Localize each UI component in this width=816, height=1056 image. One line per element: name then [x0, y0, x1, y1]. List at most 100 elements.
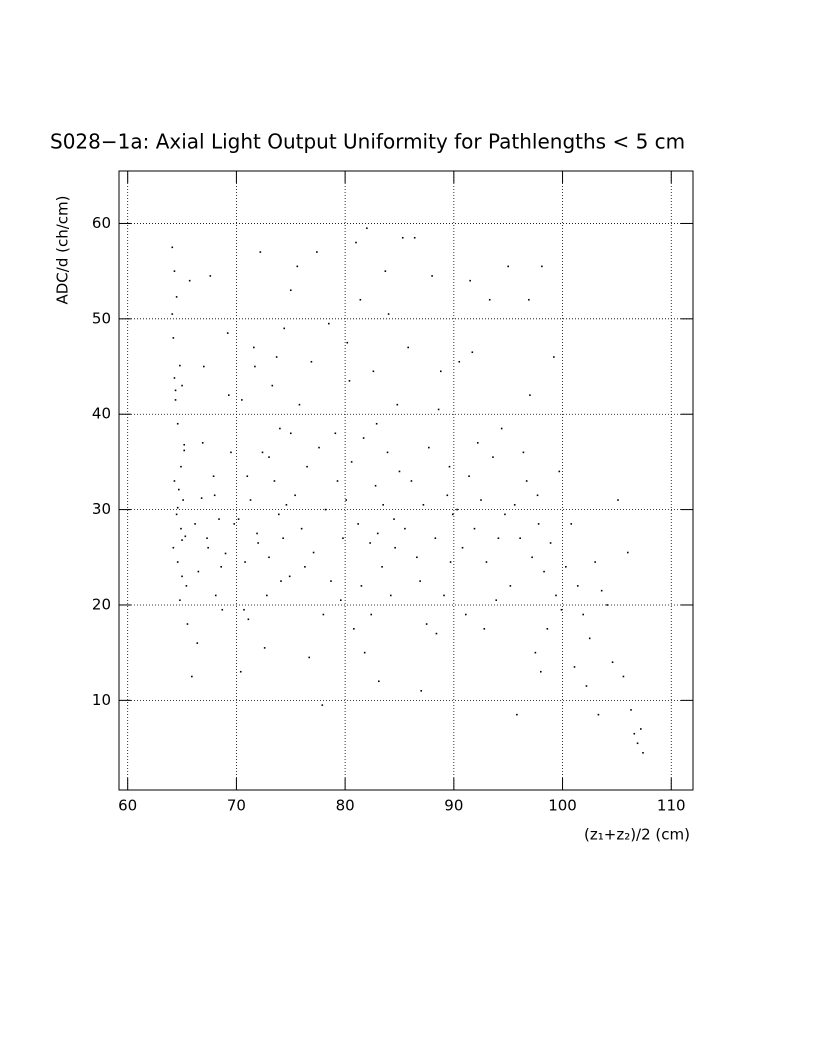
point [183, 443, 186, 446]
point [191, 675, 193, 678]
point [179, 599, 181, 601]
point [434, 537, 437, 540]
point [558, 470, 561, 473]
point [617, 499, 619, 501]
point [268, 456, 270, 458]
point [476, 442, 479, 444]
point [372, 370, 375, 373]
point [359, 298, 362, 301]
point [507, 265, 509, 268]
point [439, 370, 442, 373]
point [606, 604, 608, 606]
point [504, 513, 506, 516]
point [633, 732, 636, 735]
point [230, 451, 232, 454]
point [626, 551, 629, 554]
point [537, 523, 540, 525]
point [480, 499, 482, 501]
point [179, 364, 181, 367]
point [330, 580, 332, 582]
point [543, 570, 545, 573]
point [541, 265, 543, 268]
point [640, 728, 642, 730]
point [289, 432, 292, 435]
points [171, 227, 644, 754]
point [253, 346, 255, 349]
x-tick-label: 90 [444, 797, 463, 815]
point [404, 527, 406, 530]
point [172, 337, 175, 339]
point [582, 613, 585, 616]
point [420, 690, 423, 692]
point [209, 275, 212, 277]
point [263, 647, 266, 649]
point [540, 670, 542, 673]
point [394, 546, 396, 549]
point [254, 365, 256, 368]
point [396, 403, 399, 406]
point [585, 685, 588, 687]
point [464, 613, 467, 616]
point [174, 399, 177, 401]
point [355, 241, 357, 244]
point [173, 270, 176, 272]
point [549, 542, 552, 544]
point [202, 365, 205, 368]
point [369, 542, 371, 544]
point [218, 518, 220, 520]
y-tick-label: 40 [92, 405, 111, 423]
point [176, 506, 179, 509]
point [370, 613, 373, 616]
point [181, 539, 183, 541]
point [528, 298, 530, 301]
point [387, 313, 390, 315]
point [266, 594, 268, 597]
point [437, 408, 440, 411]
point [389, 594, 392, 597]
point [246, 475, 249, 478]
point [175, 296, 178, 298]
point [172, 546, 175, 549]
point [553, 356, 555, 358]
point [382, 504, 384, 506]
point [497, 537, 500, 540]
point [630, 709, 632, 711]
point [546, 628, 549, 630]
point [393, 518, 395, 520]
point [348, 380, 351, 382]
point [339, 599, 342, 601]
point [509, 585, 512, 587]
point [448, 465, 451, 468]
point [531, 556, 533, 559]
point [492, 456, 494, 458]
point [213, 494, 216, 497]
y-axis-label: ADC/d (ch/cm) [54, 196, 72, 305]
point [214, 594, 217, 597]
point [597, 713, 600, 716]
point [289, 289, 292, 292]
point [375, 422, 378, 425]
point [220, 566, 222, 568]
point [241, 399, 243, 401]
point [363, 651, 366, 654]
point [588, 637, 591, 640]
point [318, 446, 320, 449]
point [181, 575, 183, 578]
point [401, 236, 404, 239]
point [278, 513, 280, 516]
y-tick-label: 50 [92, 309, 111, 327]
x-tick-label: 60 [118, 797, 137, 815]
point [312, 551, 315, 554]
point [206, 537, 208, 540]
point [443, 594, 445, 597]
point [185, 585, 188, 587]
point [346, 341, 349, 344]
point [534, 651, 537, 654]
point [280, 580, 282, 582]
chart-title: S028−1a: Axial Light Output Uniformity f… [50, 130, 685, 154]
point [180, 465, 182, 468]
point [196, 642, 199, 644]
x-axis-label: (z₁+z₂)/2 (cm) [584, 826, 690, 844]
